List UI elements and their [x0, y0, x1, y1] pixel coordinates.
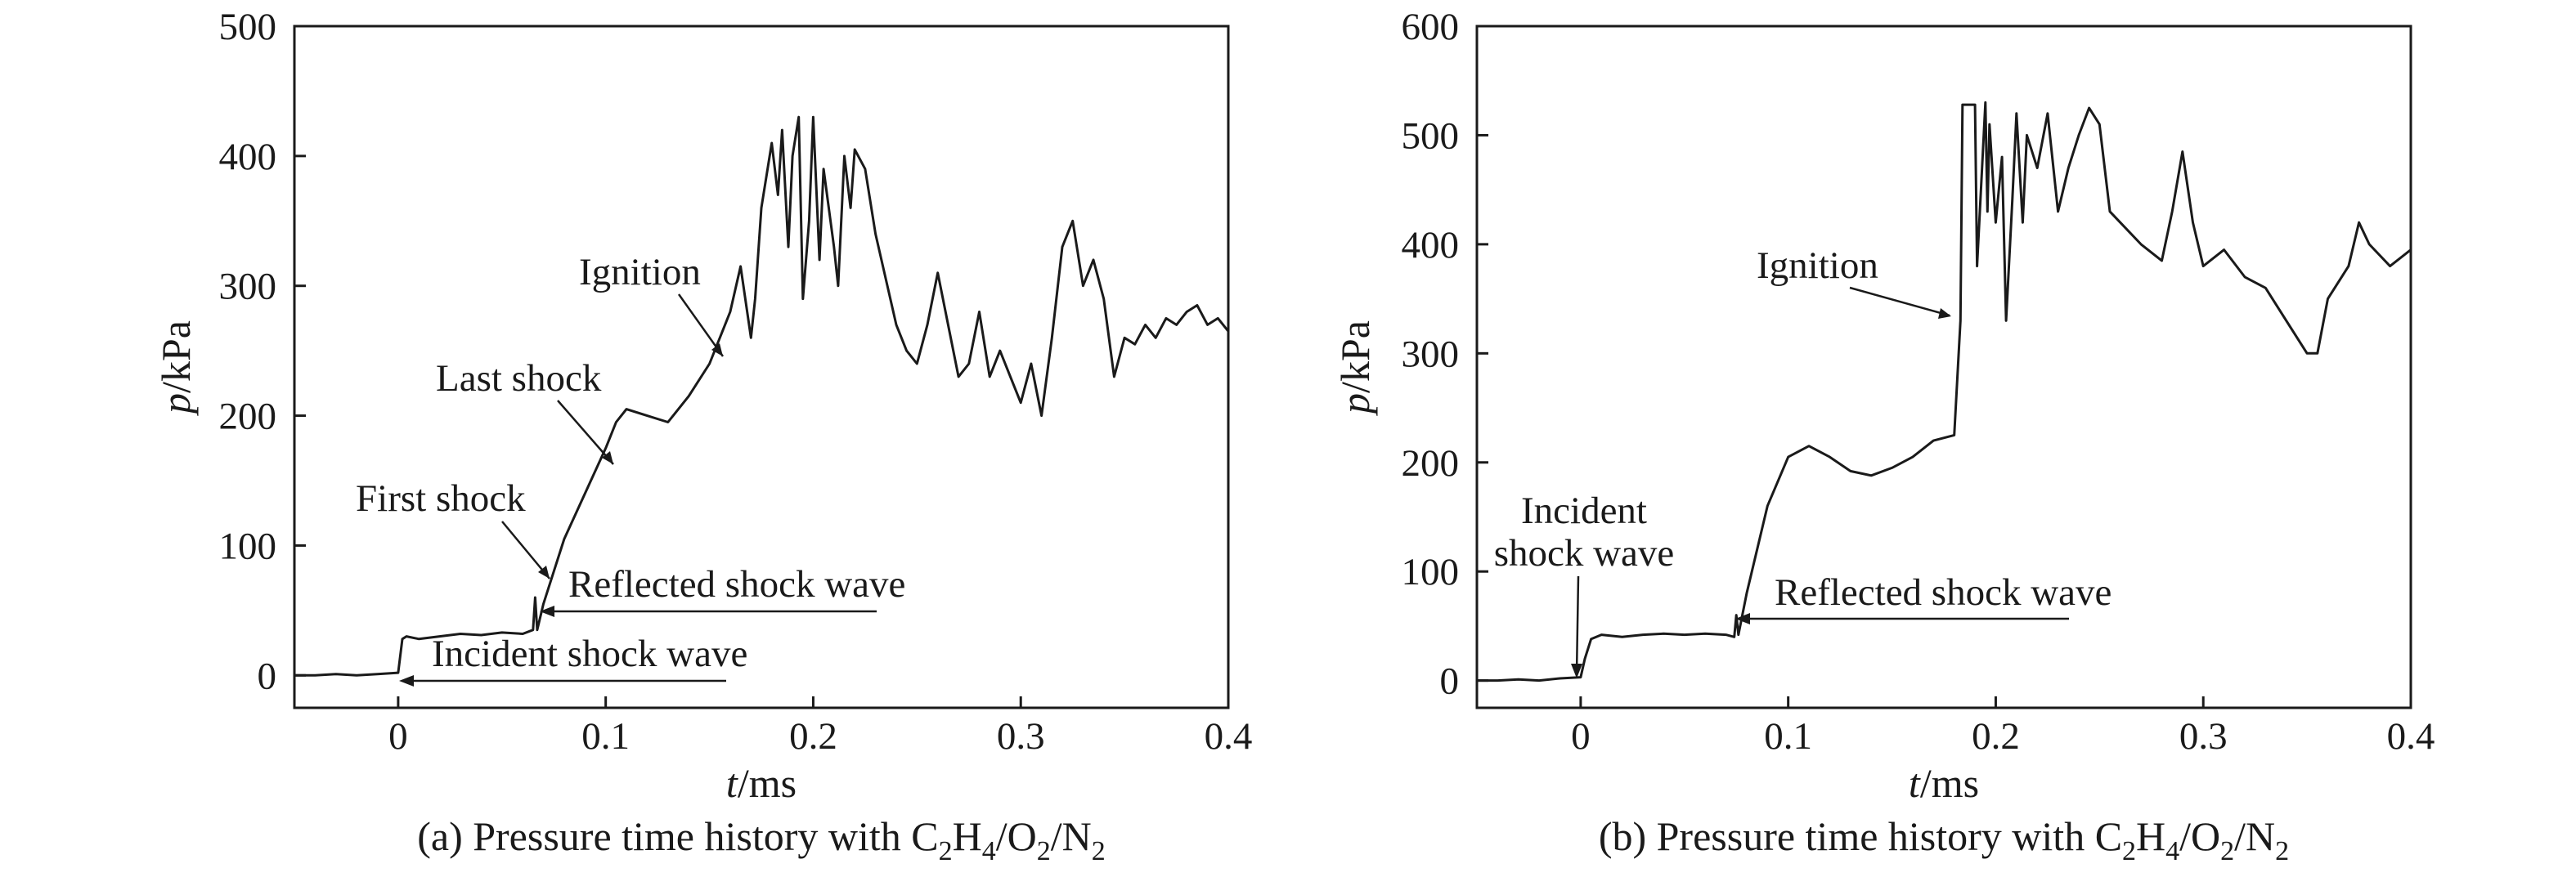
- annotation-reflected-shock-wave: Reflected shock wave: [1775, 571, 2112, 614]
- y-tick-label: 0: [258, 655, 277, 697]
- y-tick-label: 100: [1402, 551, 1460, 593]
- x-axis: 0 0.1 0.2 0.3 0.4: [1571, 696, 2435, 758]
- x-tick-label: 0: [1571, 715, 1591, 758]
- arrowhead-incident-shock-wave: [399, 675, 414, 687]
- panel-a-chart: 0 100 200 300 400 500 0 0.1 0.2 0.3 0.4 p/kPa t/m…: [153, 6, 1252, 866]
- y-tick-label: 500: [219, 6, 277, 48]
- arrowhead-incident-shock-wave: [1571, 664, 1582, 678]
- pointer-first-shock: [501, 521, 550, 579]
- arrowhead-last-shock: [602, 451, 613, 464]
- x-tick-label: 0.1: [1764, 715, 1812, 758]
- y-tick-label: 200: [1402, 442, 1460, 485]
- y-axis: 0 100 200 300 400 500 600: [1402, 6, 1488, 703]
- annotation-incident-shock-wave: Incident shock wave: [432, 633, 747, 675]
- y-tick-label: 300: [219, 266, 277, 308]
- pointer-ignition: [677, 293, 725, 357]
- y-tick-label: 600: [1402, 6, 1460, 48]
- x-tick-label: 0.1: [581, 715, 630, 758]
- x-tick-label: 0.3: [2179, 715, 2228, 758]
- panel-a-caption: (a) Pressure time history with C2H4/O2/N…: [417, 813, 1106, 866]
- y-axis: 0 100 200 300 400 500: [219, 6, 306, 697]
- arrowhead-first-shock: [538, 566, 550, 579]
- y-tick-label: 400: [1402, 224, 1460, 266]
- y-tick-label: 100: [219, 525, 277, 567]
- plot-frame: [293, 25, 1230, 709]
- arrowhead-ignition: [711, 343, 723, 356]
- pressure-trace: [294, 115, 1230, 677]
- x-tick-label: 0.3: [997, 715, 1045, 758]
- annotation-ignition: Ignition: [579, 251, 701, 293]
- x-tick-label: 0.2: [1972, 715, 2020, 758]
- arrowhead-reflected-shock-wave: [1735, 613, 1750, 624]
- annotation-reflected-shock-wave: Reflected shock wave: [568, 563, 905, 606]
- annotation-ignition: Ignition: [1757, 244, 1878, 287]
- arrowhead-reflected-shock-wave: [540, 606, 554, 617]
- y-tick-label: 500: [1402, 114, 1460, 157]
- annotation-incident-line1: Incident: [1521, 490, 1647, 532]
- annotation-first-shock: First shock: [356, 477, 526, 520]
- y-tick-label: 200: [219, 396, 277, 438]
- pointer-last-shock: [557, 400, 614, 465]
- arrowhead-ignition: [1938, 308, 1951, 319]
- x-tick-label: 0.4: [1205, 715, 1253, 758]
- x-tick-label: 0.4: [2387, 715, 2435, 758]
- x-tick-label: 0.2: [789, 715, 837, 758]
- y-axis-label: p/kPa: [1332, 320, 1378, 416]
- y-tick-label: 0: [1440, 660, 1460, 703]
- y-axis-label: p/kPa: [153, 320, 199, 416]
- x-axis-label: t/ms: [726, 760, 797, 806]
- x-tick-label: 0: [388, 715, 408, 758]
- y-tick-label: 300: [1402, 333, 1460, 375]
- plot-frame: [1475, 25, 2412, 709]
- pressure-trace: [1477, 101, 2412, 682]
- annotation-last-shock: Last shock: [436, 357, 602, 400]
- panel-b-caption: (b) Pressure time history with C2H4/O2/N…: [1599, 813, 2289, 866]
- x-axis-label: t/ms: [1909, 760, 1979, 806]
- y-tick-label: 400: [219, 136, 277, 178]
- annotation-incident-line2: shock wave: [1494, 532, 1675, 575]
- pointer-incident-shock-wave: [1575, 575, 1580, 675]
- pointer-ignition: [1849, 286, 1950, 317]
- x-axis: 0 0.1 0.2 0.3 0.4: [388, 696, 1252, 758]
